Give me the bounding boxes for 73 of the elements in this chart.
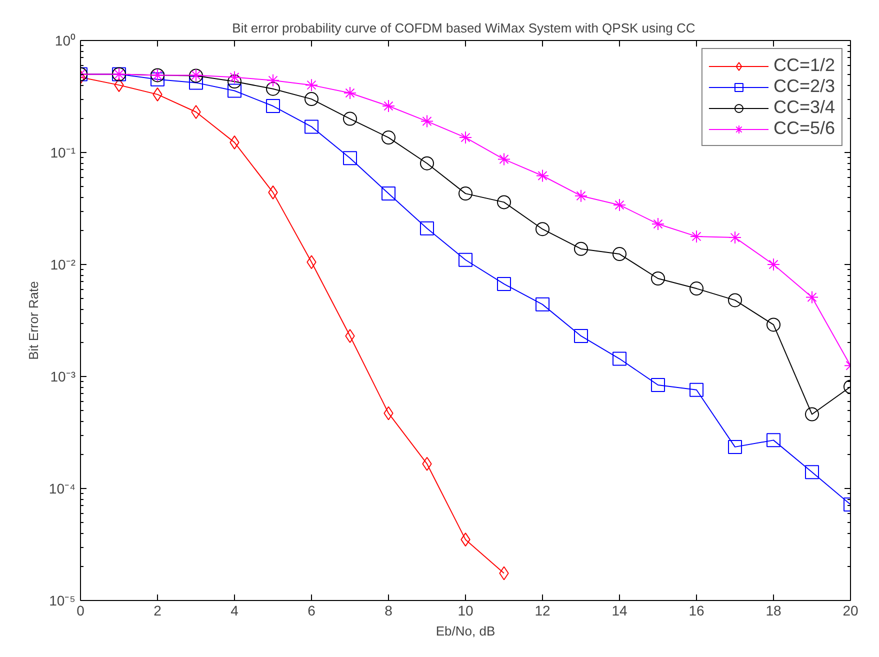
x-tick-label: 2	[154, 602, 162, 618]
x-axis-title: Eb/No, dB	[436, 624, 496, 638]
point	[382, 100, 395, 113]
point	[150, 72, 164, 86]
point	[690, 230, 703, 243]
x-tick-label: 20	[842, 602, 858, 618]
point	[304, 120, 318, 134]
point	[612, 247, 626, 262]
y-tick-label: 10⁻²	[50, 256, 76, 272]
y-tick-label: 10⁰	[54, 32, 76, 48]
point	[344, 86, 356, 100]
legend-label: CC=1/2	[773, 55, 835, 76]
point	[497, 276, 511, 291]
point	[266, 82, 280, 96]
x-tick-label: 10	[458, 602, 474, 618]
y-tick-label: 10⁻³	[50, 368, 76, 384]
point	[382, 130, 396, 145]
point	[805, 465, 819, 480]
point	[228, 84, 242, 98]
point	[574, 328, 588, 343]
point	[420, 221, 434, 236]
x-tick-label: 6	[308, 602, 316, 618]
point	[728, 440, 742, 454]
point	[613, 198, 626, 212]
legend-label: CC=2/3	[773, 76, 835, 97]
legend-label: CC=5/6	[773, 118, 835, 139]
point	[536, 169, 549, 182]
point	[304, 92, 318, 106]
point	[766, 433, 780, 448]
x-tick-label: 4	[230, 602, 239, 618]
point	[690, 282, 704, 296]
x-tick-label: 18	[766, 602, 782, 618]
point	[728, 293, 742, 308]
point	[382, 186, 396, 201]
point	[266, 99, 280, 114]
y-tick-label: 10⁻⁵	[49, 592, 76, 608]
point	[458, 252, 472, 267]
point	[228, 74, 242, 89]
chart-title: Bit error probability curve of COFDM based WiMax System with QPSK using CC	[232, 20, 696, 36]
point	[574, 189, 588, 202]
legend-label: CC=3/4	[773, 97, 835, 118]
y-tick-label: 10⁻¹	[50, 144, 76, 160]
point	[612, 352, 626, 366]
point	[343, 151, 357, 166]
point	[652, 217, 664, 230]
point	[574, 242, 588, 256]
point	[651, 272, 665, 286]
point	[498, 152, 510, 166]
point	[459, 131, 472, 144]
point	[420, 114, 434, 128]
x-tick-label: 16	[688, 602, 704, 618]
point	[651, 378, 665, 392]
point	[690, 382, 704, 397]
point	[806, 290, 818, 304]
point	[420, 156, 434, 170]
point	[343, 112, 357, 126]
point	[536, 222, 550, 236]
point	[767, 258, 780, 271]
x-tick-label: 14	[612, 602, 628, 618]
point	[458, 186, 472, 201]
point	[228, 70, 241, 84]
y-tick-label: 10⁻⁴	[48, 480, 76, 496]
point	[497, 195, 511, 210]
x-tick-label: 12	[534, 602, 550, 618]
point	[305, 78, 318, 92]
point	[766, 318, 780, 332]
x-tick-label: 8	[384, 602, 393, 618]
y-axis-title: Bit Error Rate	[26, 281, 41, 360]
point	[536, 297, 550, 312]
point	[728, 231, 742, 244]
point	[266, 74, 280, 87]
point	[805, 407, 819, 422]
x-tick-label: 0	[76, 602, 85, 618]
